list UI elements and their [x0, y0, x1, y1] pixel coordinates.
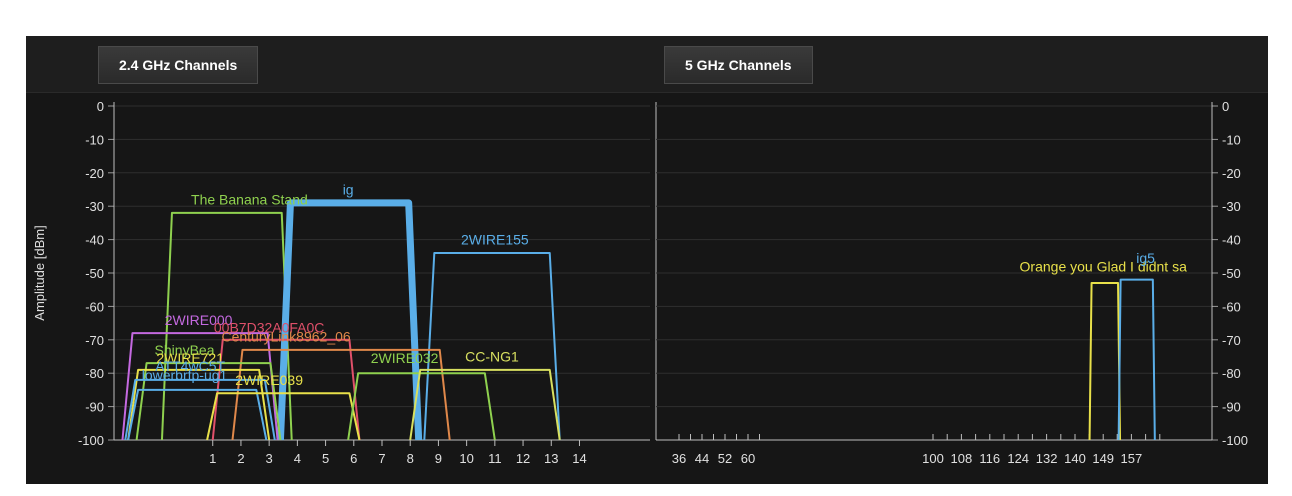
y-tick-label: -50: [1222, 266, 1241, 281]
network-label: 2WIRE721: [156, 350, 224, 366]
x-tick-label: 14: [572, 451, 586, 466]
y-tick-label: -100: [78, 433, 104, 448]
x-tick-label: 12: [516, 451, 530, 466]
network-signal-curve: [124, 378, 276, 441]
tab-5-ghz-channels[interactable]: 5 GHz Channels: [664, 46, 813, 84]
x-tick-label: 116: [979, 451, 1000, 466]
x-tick-label: 60: [741, 451, 755, 466]
network-signal-curve: [127, 388, 268, 441]
network-signal-curve: [1117, 278, 1156, 441]
network-signal-curve: [135, 362, 282, 441]
y-tick-label: -60: [85, 299, 104, 314]
network-label: ATT4wC5T: [155, 358, 225, 374]
x-tick-label: 4: [294, 451, 301, 466]
x-tick-label: 5: [322, 451, 329, 466]
y-tick-label: -90: [85, 400, 104, 415]
y-axis-label: Amplitude [dBm]: [32, 225, 47, 320]
chart-5-ghz: 0 -10 -20 -30 -40 -50 -60 -70 -80 -90 -100 36 44 52 60…: [655, 99, 1248, 466]
network-label: 2WIRE155: [461, 232, 529, 248]
network-label: The Banana Stand: [191, 192, 308, 208]
x-tick-label: 132: [1036, 451, 1058, 466]
x-tick-label: 3: [266, 451, 273, 466]
x-tick-label: 149: [1092, 451, 1114, 466]
network-label: ig: [343, 182, 354, 198]
y-tick-label: -10: [1222, 132, 1241, 147]
x-tick-label: 11: [488, 451, 502, 466]
network-signal-curve: [409, 368, 561, 441]
network-label: 00B7D32A0FA0C: [214, 319, 325, 335]
network-signal-curve: [231, 348, 451, 441]
x-tick-label: 36: [672, 451, 686, 466]
y-tick-label: -60: [1222, 299, 1241, 314]
chart-2-4-ghz: 0 -10 -20 -30 -40 -50 -60 -70 -80 -90 -100 Amplitud…: [32, 99, 650, 466]
network-label: Orange you Glad I didnt sa: [1020, 258, 1188, 274]
header-bar: 2.4 GHz Channels 5 GHz Channels: [26, 36, 1268, 93]
network-label: lowerbrfp-ug1: [142, 367, 228, 383]
y-tick-label: -80: [85, 366, 104, 381]
network-signal-curve: [127, 368, 271, 441]
x-tick-label: 124: [1007, 451, 1029, 466]
y-tick-label: -20: [85, 166, 104, 181]
y-tick-label: -10: [85, 132, 104, 147]
x-tick-label: 13: [544, 451, 558, 466]
network-label: 2WIRE032: [371, 350, 439, 366]
y-tick-label: 0: [97, 99, 104, 114]
x-tick-label: 10: [459, 451, 473, 466]
network-label: CenturyLink8962_06: [221, 328, 350, 344]
x-tick-label: 6: [350, 451, 357, 466]
network-label: CC-NG1: [465, 349, 519, 365]
x-tick-label: 52: [718, 451, 732, 466]
x-tick-label: 2: [237, 451, 244, 466]
y-tick-label: -100: [1222, 433, 1248, 448]
y-tick-label: -40: [1222, 233, 1241, 248]
network-label: 2WIRE039: [235, 372, 303, 388]
network-label: ig5: [1136, 250, 1155, 266]
network-signal-curve: [276, 199, 423, 441]
y-tick-label: -20: [1222, 166, 1241, 181]
y-tick-label: -30: [1222, 199, 1241, 214]
network-label: ShinyBea: [155, 342, 215, 358]
network-signal-curve: [206, 392, 361, 441]
x-tick-label: 1: [209, 451, 216, 466]
x-tick-label: 9: [435, 451, 442, 466]
x-tick-label: 140: [1064, 451, 1086, 466]
y-tick-label: -70: [1222, 333, 1241, 348]
x-tick-label: 44: [695, 451, 709, 466]
y-tick-label: -80: [1222, 366, 1241, 381]
x-tick-label: 8: [407, 451, 414, 466]
x-tick-label: 100: [922, 451, 944, 466]
y-tick-label: -30: [85, 199, 104, 214]
y-tick-label: -50: [85, 266, 104, 281]
x-tick-label: 7: [378, 451, 385, 466]
channel-charts: 0-10-20-30-40-50-60-70-80-90-100Amplitud…: [32, 99, 1248, 466]
network-signal-curve: [347, 372, 496, 441]
x-tick-label: 108: [951, 451, 973, 466]
network-label: 2WIRE000: [165, 312, 233, 328]
tab-2-4-ghz-channels[interactable]: 2.4 GHz Channels: [98, 46, 259, 84]
y-tick-label: -40: [85, 233, 104, 248]
x-tick-label: 157: [1121, 451, 1143, 466]
y-tick-label: 0: [1222, 99, 1229, 114]
y-tick-label: -70: [85, 333, 104, 348]
network-signal-curve: [423, 251, 561, 441]
wifi-analyzer-window: 2.4 GHz Channels 5 GHz Channels 0 -10 -20 -…: [26, 36, 1268, 484]
y-tick-label: -90: [1222, 400, 1241, 415]
